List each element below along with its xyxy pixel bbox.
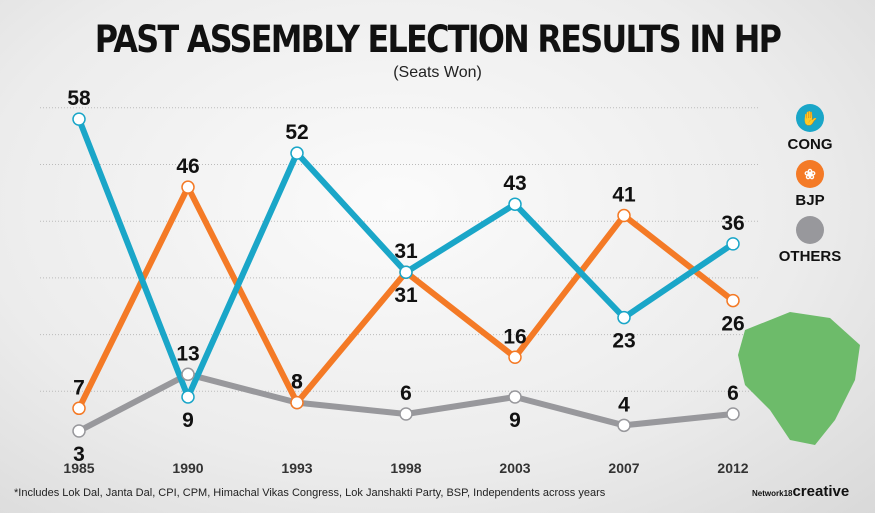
- himachal-map-image: [738, 312, 860, 445]
- x-tick-label: 2007: [608, 460, 639, 476]
- x-tick-label: 1985: [63, 460, 94, 476]
- legend-label: BJP: [795, 192, 825, 209]
- data-point: [617, 208, 631, 223]
- hand-icon: ✋: [796, 104, 824, 132]
- data-point: [726, 407, 740, 421]
- data-label: 8: [291, 371, 303, 394]
- data-label: 58: [67, 87, 91, 110]
- data-label: 52: [285, 121, 308, 144]
- data-point: [290, 395, 304, 410]
- brand-logo: Network18creative: [752, 483, 850, 500]
- data-point: [72, 112, 86, 126]
- data-point: [181, 390, 195, 404]
- data-label: 6: [727, 382, 739, 405]
- data-point: [508, 390, 522, 404]
- data-label: 6: [400, 382, 412, 405]
- data-point: [726, 237, 740, 251]
- data-label: 41: [612, 184, 636, 207]
- data-label: 26: [721, 313, 744, 336]
- data-label: 7: [73, 376, 85, 399]
- data-point: [508, 350, 522, 365]
- x-tick-label: 2003: [499, 460, 530, 476]
- data-label: 8: [291, 371, 303, 394]
- data-point: [399, 407, 413, 421]
- data-label: 46: [176, 155, 199, 178]
- data-point: [181, 180, 195, 194]
- legend-label: CONG: [787, 136, 833, 153]
- data-label: 4: [618, 393, 630, 416]
- data-label: 31: [394, 284, 418, 307]
- data-point: [726, 293, 740, 308]
- legend-cong: ✋ CONG: [770, 104, 850, 153]
- legend-others: OTHERS: [770, 216, 850, 265]
- data-label: 31: [394, 240, 418, 263]
- x-tick-label: 1993: [281, 460, 312, 476]
- data-label: 3: [73, 443, 85, 466]
- x-tick-label: 1998: [390, 460, 421, 476]
- data-point: [72, 424, 86, 438]
- data-label: 9: [182, 409, 194, 432]
- data-point: [617, 418, 631, 433]
- chart-subtitle: (Seats Won): [393, 64, 482, 81]
- data-point: [181, 367, 195, 382]
- data-point: [617, 310, 631, 325]
- data-label: 43: [503, 172, 526, 195]
- data-label: 16: [503, 325, 526, 348]
- data-label: 23: [612, 330, 635, 353]
- data-label: 13: [176, 342, 199, 365]
- x-tick-label: 1990: [172, 460, 203, 476]
- data-point: [399, 265, 413, 279]
- legend-bjp: ❀ BJP: [770, 160, 850, 209]
- circle-icon: [796, 216, 824, 244]
- data-label: 36: [721, 212, 744, 235]
- footnote: *Includes Lok Dal, Janta Dal, CPI, CPM, …: [14, 487, 606, 499]
- lotus-icon: ❀: [796, 160, 824, 188]
- legend-label: OTHERS: [778, 248, 842, 265]
- chart-title: PAST ASSEMBLY ELECTION RESULTS IN HP: [94, 18, 782, 61]
- data-label: 9: [509, 409, 521, 432]
- data-point: [290, 146, 304, 160]
- data-point: [508, 197, 522, 211]
- data-point: [72, 401, 86, 416]
- x-tick-label: 2012: [717, 460, 748, 476]
